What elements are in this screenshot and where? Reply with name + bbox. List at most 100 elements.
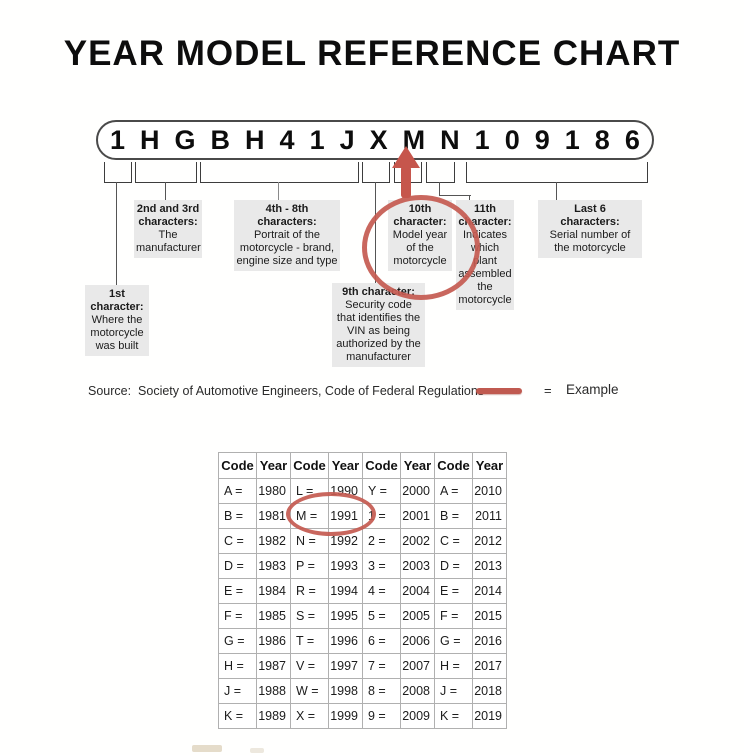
- vin-character: 4: [279, 125, 295, 155]
- example-arrow-up-icon: [392, 146, 420, 168]
- code-cell: 3 =: [362, 553, 401, 579]
- code-cell: T =: [290, 628, 329, 654]
- bracket-char-11: [426, 162, 455, 183]
- callout-body: Security code that identifies the VIN as…: [336, 299, 421, 363]
- year-cell: 2008: [400, 678, 435, 704]
- vin-character: B: [210, 125, 231, 155]
- year-table-header-cell: Code: [434, 452, 473, 479]
- year-table-wrap: Code Year Code Year Code Year Code Year A = 1980…: [218, 452, 507, 729]
- code-cell: B =: [218, 503, 257, 529]
- vin-character: H: [245, 125, 265, 155]
- connector-line-char-11: [469, 195, 470, 200]
- year-cell: 2004: [400, 578, 435, 604]
- vin-character: 9: [534, 125, 550, 155]
- vin-character: 6: [624, 125, 640, 155]
- source-text: Source: Society of Automotive Engineers,…: [88, 384, 485, 398]
- year-cell: 2013: [472, 553, 507, 579]
- code-cell: A =: [218, 478, 257, 504]
- year-cell: 2003: [400, 553, 435, 579]
- code-cell: D =: [434, 553, 473, 579]
- year-cell: 1997: [328, 653, 363, 679]
- callout-heading: 1st character:: [90, 288, 144, 313]
- page-title: YEAR MODEL REFERENCE CHART: [63, 34, 681, 73]
- year-cell: 1989: [256, 703, 291, 729]
- callout-last-6: Last 6 characters: Serial number of the …: [538, 200, 642, 258]
- year-cell: 2011: [472, 503, 507, 529]
- year-cell: 1983: [256, 553, 291, 579]
- year-table-header-cell: Year: [472, 452, 507, 479]
- year-table-row: K = 1989 X = 1999 9 = 2009 K = 2019: [218, 703, 507, 729]
- code-cell: 5 =: [362, 603, 401, 629]
- year-cell: 2018: [472, 678, 507, 704]
- year-cell: 1987: [256, 653, 291, 679]
- code-cell: S =: [290, 603, 329, 629]
- code-cell: J =: [434, 678, 473, 704]
- callout-body: Portrait of the motorcycle - brand, engi…: [236, 229, 338, 267]
- year-cell: 2007: [400, 653, 435, 679]
- connector-line-last-6: [556, 182, 557, 200]
- vin-character: 0: [504, 125, 520, 155]
- legend-label: Example: [566, 382, 619, 397]
- code-cell: P =: [290, 553, 329, 579]
- vin-character: 8: [594, 125, 610, 155]
- year-cell: 2016: [472, 628, 507, 654]
- code-cell: H =: [434, 653, 473, 679]
- callout-body: Indicates which plant assembled the moto…: [458, 229, 512, 306]
- vin-character: J: [339, 125, 355, 155]
- code-cell: 6 =: [362, 628, 401, 654]
- year-cell: 1996: [328, 628, 363, 654]
- year-cell: 1999: [328, 703, 363, 729]
- connector-elbow-char-11: [439, 182, 471, 196]
- code-cell: J =: [218, 678, 257, 704]
- bracket-char-9: [362, 162, 390, 183]
- bracket-last-6: [466, 162, 648, 183]
- callout-body: Where the motorcycle was built: [90, 314, 144, 352]
- year-cell: 1994: [328, 578, 363, 604]
- callout-chars-4-8: 4th - 8th characters: Portrait of the mo…: [234, 200, 340, 271]
- year-table-row: F = 1985 S = 1995 5 = 2005 F = 2015: [218, 603, 507, 629]
- connector-line-chars-4-8: [278, 182, 279, 200]
- year-code-table: Code Year Code Year Code Year Code Year A = 1980…: [218, 452, 507, 729]
- code-cell: G =: [434, 628, 473, 654]
- code-cell: F =: [434, 603, 473, 629]
- year-table-header-cell: Year: [328, 452, 363, 479]
- code-cell: D =: [218, 553, 257, 579]
- callout-body: The manufacturer: [136, 229, 201, 254]
- year-table-head: Code Year Code Year Code Year Code Year: [218, 452, 507, 479]
- vin-character: 1: [474, 125, 490, 155]
- year-cell: 2009: [400, 703, 435, 729]
- vin-character: 1: [564, 125, 580, 155]
- code-cell: X =: [290, 703, 329, 729]
- code-cell: 8 =: [362, 678, 401, 704]
- code-cell: R =: [290, 578, 329, 604]
- vin-character: X: [369, 125, 388, 155]
- year-cell: 1985: [256, 603, 291, 629]
- cropped-artifact: [192, 745, 222, 752]
- year-cell: 2014: [472, 578, 507, 604]
- connector-line-char-1: [116, 182, 117, 285]
- code-cell: C =: [434, 528, 473, 554]
- callout-char-1: 1st character: Where the motorcycle was …: [85, 285, 149, 356]
- code-cell: B =: [434, 503, 473, 529]
- callout-heading: 4th - 8th characters:: [257, 203, 317, 228]
- code-cell: K =: [434, 703, 473, 729]
- callout-heading: 2nd and 3rd characters:: [136, 203, 200, 228]
- code-cell: 2 =: [362, 528, 401, 554]
- year-table-header-row: Code Year Code Year Code Year Code Year: [218, 452, 507, 479]
- code-cell: K =: [218, 703, 257, 729]
- code-cell: G =: [218, 628, 257, 654]
- year-cell: 2010: [472, 478, 507, 504]
- callout-heading: Last 6 characters:: [560, 203, 620, 228]
- connector-line-chars-2-3: [165, 182, 166, 200]
- legend-equals: =: [544, 383, 552, 398]
- year-table-row: D = 1983 P = 1993 3 = 2003 D = 2013: [218, 553, 507, 579]
- callout-body: Serial number of the motorcycle: [549, 229, 631, 254]
- vin-character: H: [140, 125, 160, 155]
- year-cell: 1980: [256, 478, 291, 504]
- year-table-row: G = 1986 T = 1996 6 = 2006 G = 2016: [218, 628, 507, 654]
- vin-character: 1: [110, 125, 126, 155]
- bracket-chars-4-8: [200, 162, 359, 183]
- year-cell: 2005: [400, 603, 435, 629]
